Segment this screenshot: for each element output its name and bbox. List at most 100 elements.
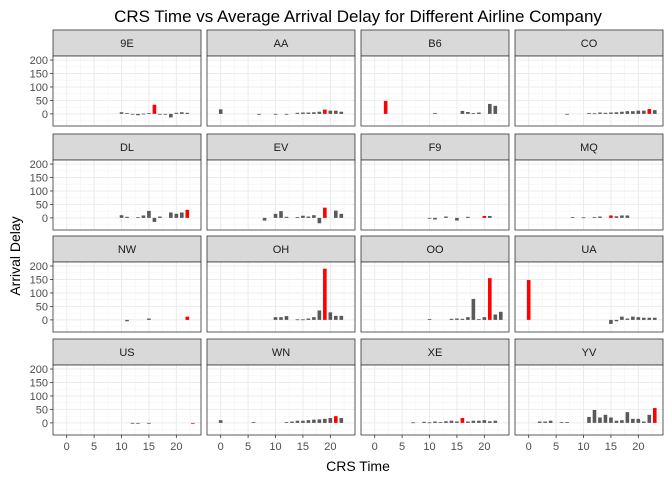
y-tick-label: 50 <box>36 301 48 313</box>
facet-panel-f9: F9 <box>360 133 510 231</box>
facet-strip <box>360 133 510 161</box>
facet-strip-label: NW <box>118 244 137 256</box>
panel-border <box>52 261 202 333</box>
bar <box>471 298 476 320</box>
x-tick-label: 0 <box>372 441 378 453</box>
bar <box>444 216 448 218</box>
bar <box>625 318 630 320</box>
facet-panel-oo: OO <box>360 235 510 333</box>
x-tick-label: 5 <box>399 441 405 453</box>
x-tick-label: 5 <box>245 441 251 453</box>
facet-strip-label: EV <box>274 142 289 154</box>
bar <box>592 113 597 115</box>
bar <box>631 418 635 423</box>
bar <box>339 213 344 218</box>
panel-border <box>52 364 202 436</box>
bar <box>471 420 476 423</box>
bar <box>466 317 470 320</box>
y-tick-label: 100 <box>30 82 48 94</box>
bar <box>620 111 624 114</box>
bar <box>284 113 289 115</box>
bar <box>581 217 586 219</box>
bar <box>620 215 624 218</box>
facet-panel-yv: YV 0 5 10 15 20 <box>514 338 664 453</box>
facet-strip-label: F9 <box>429 142 442 154</box>
panel-border <box>514 159 664 231</box>
bar <box>273 213 278 218</box>
bar <box>636 110 641 114</box>
facet-strip-label: US <box>119 347 134 359</box>
bar <box>301 112 305 114</box>
bar <box>295 217 300 218</box>
bar <box>218 420 223 423</box>
facet-strip-label: B6 <box>428 38 441 50</box>
bar <box>625 215 630 218</box>
bar <box>262 217 267 221</box>
bar <box>317 419 322 423</box>
x-tick-label: 5 <box>553 441 559 453</box>
bar <box>147 210 151 218</box>
bar <box>306 318 311 320</box>
facet-strip <box>514 29 664 57</box>
bar <box>136 113 140 116</box>
x-tick-label: 15 <box>297 441 309 453</box>
highlight-bar <box>482 216 487 218</box>
bar <box>433 217 437 220</box>
facet-panel-ev: EV <box>206 133 356 231</box>
panel-border <box>206 159 356 231</box>
facet-panel-wn: WN 0 5 10 15 20 <box>206 338 356 453</box>
bar <box>433 113 437 114</box>
y-tick-label: 0 <box>42 109 48 121</box>
bar <box>158 113 162 115</box>
bar <box>598 417 602 423</box>
bar <box>477 420 481 423</box>
highlight-bar <box>609 215 613 218</box>
bar <box>548 420 553 423</box>
y-tick-label: 200 <box>30 159 48 171</box>
facet-strip-label: XE <box>428 347 443 359</box>
y-tick-label: 100 <box>30 288 48 300</box>
bar <box>433 421 437 423</box>
bar <box>444 421 448 423</box>
facet-panel-mq: MQ <box>514 133 664 231</box>
x-tick-label: 15 <box>143 441 155 453</box>
bar <box>317 217 322 224</box>
bar <box>642 317 646 320</box>
bar <box>493 105 498 114</box>
y-tick-label: 0 <box>42 315 48 327</box>
x-tick-label: 20 <box>478 441 490 453</box>
x-tick-label: 15 <box>605 441 617 453</box>
bar <box>598 112 602 114</box>
facet-panel-co: CO <box>514 29 664 127</box>
panel-border <box>360 364 510 436</box>
bar <box>565 113 569 115</box>
bar <box>427 217 432 219</box>
highlight-bar <box>652 408 657 423</box>
bar <box>455 421 459 423</box>
bar <box>312 419 316 423</box>
bar <box>169 212 173 218</box>
bar <box>449 318 454 320</box>
bar <box>592 217 597 218</box>
bar <box>125 319 129 322</box>
bar <box>312 112 316 114</box>
bar <box>614 420 619 423</box>
facet-panel-oh: OH <box>206 235 356 333</box>
y-tick-label: 200 <box>30 364 48 376</box>
bar <box>559 422 564 423</box>
bar <box>339 111 344 114</box>
bar <box>537 421 542 423</box>
bar <box>652 110 657 114</box>
x-tick-label: 0 <box>64 441 70 453</box>
bar <box>279 317 283 320</box>
facet-strip <box>52 338 202 366</box>
y-tick-label: 100 <box>30 391 48 403</box>
highlight-bar <box>323 268 327 320</box>
bar <box>620 316 624 320</box>
bar <box>312 317 316 320</box>
